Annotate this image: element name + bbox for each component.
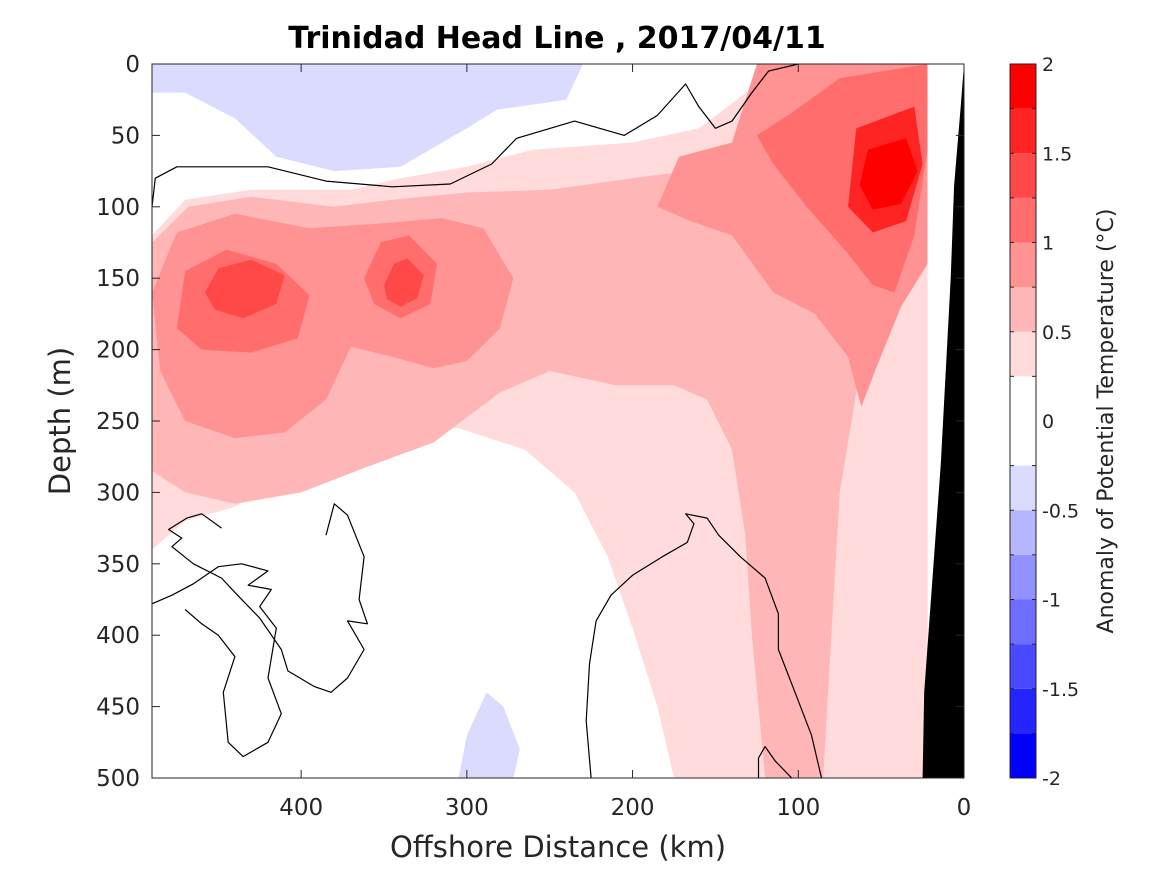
colorbar-tick-label: 0.5	[1042, 322, 1072, 344]
x-tick-label: 200	[611, 795, 655, 821]
y-tick-label: 450	[96, 695, 140, 721]
colorbar-label: Anomaly of Potential Temperature (°C)	[1094, 209, 1119, 634]
x-tick-label: 0	[957, 795, 972, 821]
zero-contour-upper	[152, 64, 799, 207]
x-tick-label: 400	[279, 795, 323, 821]
y-tick-label: 50	[111, 123, 140, 149]
colorbar-band	[1010, 733, 1036, 778]
y-tick-label: 0	[125, 52, 140, 78]
colorbar: 2 1.5 1 0.5 0 -0.5 -1 -1.5 -2	[1009, 54, 1079, 790]
y-tick-label: 250	[96, 409, 140, 435]
colorbar-band	[1010, 376, 1036, 466]
contour-region-pos-shelf-peak	[859, 138, 918, 210]
contour-region-neg-surface-region	[152, 64, 583, 172]
colorbar-tick-label: 1.5	[1042, 143, 1072, 165]
colorbar-frame	[1009, 63, 1037, 779]
colorbar-band	[1010, 554, 1036, 600]
y-tick-label: 200	[96, 338, 140, 364]
y-axis: 0 50 100 150 200 250 300 350 400 450 500	[96, 52, 964, 792]
colorbar-tick-label: -0.5	[1042, 500, 1079, 522]
colorbar-band	[1010, 465, 1036, 511]
y-tick-label: 350	[96, 552, 140, 578]
y-tick-label: 100	[96, 195, 140, 221]
zero-contour-bottom-right	[757, 745, 793, 778]
x-tick-label: 100	[776, 795, 820, 821]
colorbar-band	[1010, 153, 1036, 198]
land-mask-continental-shelf	[922, 64, 964, 778]
colorbar-band	[1010, 644, 1036, 689]
colorbar-band	[1010, 599, 1036, 645]
colorbar-tick-label: -1.5	[1042, 679, 1079, 701]
colorbar-band	[1010, 108, 1036, 154]
y-tick-label: 150	[96, 266, 140, 292]
colorbar-band	[1010, 331, 1036, 377]
colorbar-band	[1010, 197, 1036, 243]
colorbar-band	[1010, 242, 1036, 288]
colorbar-band	[1010, 64, 1036, 109]
zero-contour-deep-right	[585, 513, 823, 778]
contour-region-pos-hot-core-left	[205, 259, 285, 319]
chart-title: Trinidad Head Line , 2017/04/11	[288, 21, 825, 56]
colorbar-tick-label: -1	[1042, 590, 1061, 612]
plot-area	[151, 63, 965, 779]
colorbar-tick-label: 1	[1042, 233, 1054, 255]
colorbar-band	[1010, 510, 1036, 555]
zero-contour-deep-left	[152, 563, 282, 758]
colorbar-tick-label: 0	[1042, 411, 1054, 433]
x-tick-label: 300	[445, 795, 489, 821]
colorbar-band	[1010, 688, 1036, 734]
x-axis: 400 300 200 100 0	[279, 64, 971, 821]
contour-region-neg-deep-patch	[458, 692, 520, 778]
y-tick-label: 500	[96, 766, 140, 792]
x-axis-label: Offshore Distance (km)	[390, 830, 726, 864]
colorbar-band	[1010, 287, 1036, 332]
colorbar-tick-label: 2	[1042, 54, 1054, 76]
zero-contour-deep-mid	[168, 503, 368, 693]
colorbar-tick-label: -2	[1042, 768, 1061, 790]
y-axis-label: Depth (m)	[43, 347, 77, 495]
contour-region-pos-hot-core-mid	[384, 258, 424, 307]
y-tick-label: 300	[96, 480, 140, 506]
y-tick-label: 400	[96, 623, 140, 649]
